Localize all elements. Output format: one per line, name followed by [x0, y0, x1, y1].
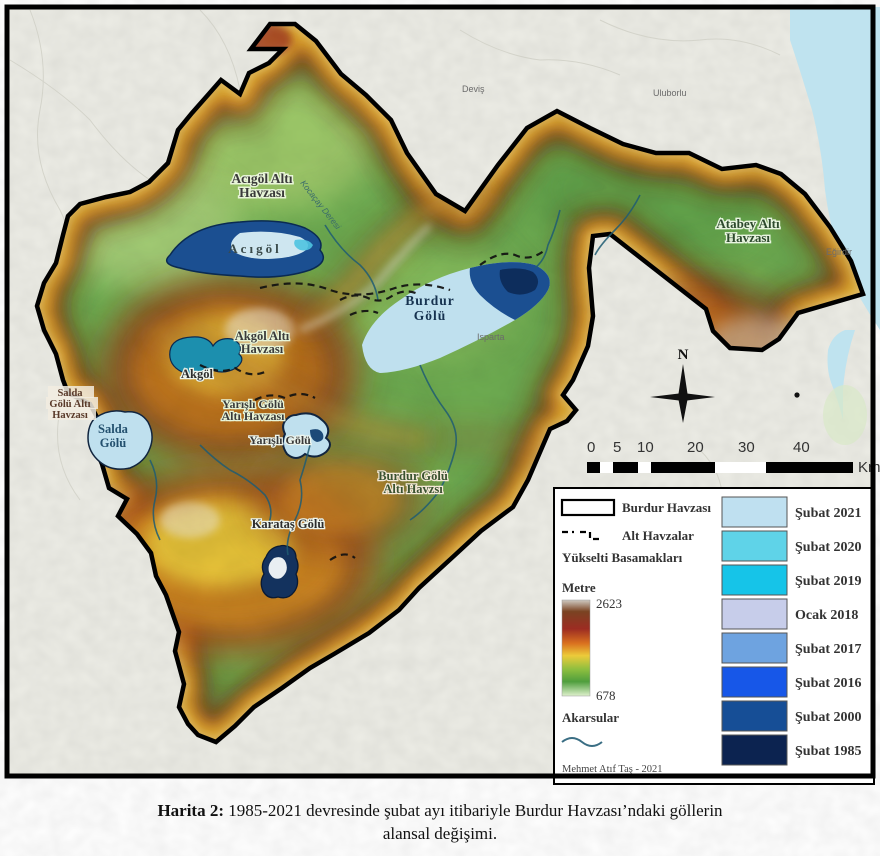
svg-text:30: 30: [738, 439, 755, 456]
svg-text:Akarsular: Akarsular: [562, 710, 619, 725]
svg-text:20: 20: [687, 439, 704, 456]
svg-text:Altı Havzası: Altı Havzası: [222, 409, 286, 423]
svg-text:Şubat 2021: Şubat 2021: [795, 506, 862, 521]
svg-text:Deviş: Deviş: [462, 84, 485, 94]
svg-text:Gölü: Gölü: [100, 436, 126, 450]
svg-text:Gölü: Gölü: [414, 308, 447, 323]
svg-text:Yükselti Basamakları: Yükselti Basamakları: [562, 550, 683, 565]
svg-text:Akgöl: Akgöl: [181, 367, 213, 381]
svg-text:Salda: Salda: [57, 388, 83, 399]
svg-text:Km: Km: [858, 459, 880, 476]
svg-text:Havzası: Havzası: [52, 410, 88, 421]
svg-text:Metre: Metre: [562, 580, 596, 595]
svg-text:Gölü Altı: Gölü Altı: [49, 399, 90, 410]
svg-text:40: 40: [793, 439, 810, 456]
svg-text:5: 5: [613, 439, 621, 456]
svg-text:2623: 2623: [596, 596, 622, 611]
svg-text:Havzası: Havzası: [239, 185, 285, 200]
svg-text:0: 0: [587, 439, 595, 456]
svg-text:Isparta: Isparta: [477, 332, 505, 342]
svg-text:Burdur: Burdur: [405, 293, 455, 308]
svg-text:678: 678: [596, 688, 616, 703]
svg-text:Havzası: Havzası: [726, 230, 770, 245]
svg-text:Alt Havzalar: Alt Havzalar: [622, 528, 694, 543]
svg-text:10: 10: [637, 439, 654, 456]
svg-text:Şubat 2020: Şubat 2020: [795, 540, 862, 555]
svg-text:Ocak 2018: Ocak 2018: [795, 608, 858, 623]
svg-text:Şubat 2016: Şubat 2016: [795, 676, 862, 691]
svg-text:Şubat 1985: Şubat 1985: [795, 744, 862, 759]
svg-text:Şubat 2000: Şubat 2000: [795, 710, 862, 725]
svg-text:Eğirdir: Eğirdir: [826, 247, 852, 257]
svg-text:Karataş Gölü: Karataş Gölü: [252, 517, 325, 531]
svg-text:Burdur Havzası: Burdur Havzası: [622, 500, 711, 515]
svg-text:Acıgöl: Acıgöl: [228, 241, 281, 256]
svg-text:Uluborlu: Uluborlu: [653, 88, 687, 98]
svg-text:Havzası: Havzası: [241, 342, 284, 356]
svg-text:Burdur Gölü: Burdur Gölü: [378, 469, 448, 483]
svg-text:Mehmet Atıf Taş - 2021: Mehmet Atıf Taş - 2021: [562, 764, 663, 775]
svg-text:Şubat 2017: Şubat 2017: [795, 642, 862, 657]
svg-text:Atabey Altı: Atabey Altı: [716, 216, 780, 231]
svg-text:Şubat 2019: Şubat 2019: [795, 574, 862, 589]
svg-text:Akgöl Altı: Akgöl Altı: [235, 329, 290, 343]
svg-text:Acıgöl Altı: Acıgöl Altı: [231, 171, 292, 186]
svg-text:Altı Havzsı: Altı Havzsı: [383, 482, 443, 496]
svg-text:N: N: [678, 347, 689, 363]
svg-text:Yarışlı Gölü: Yarışlı Gölü: [249, 433, 311, 447]
svg-text:Salda: Salda: [98, 422, 129, 436]
